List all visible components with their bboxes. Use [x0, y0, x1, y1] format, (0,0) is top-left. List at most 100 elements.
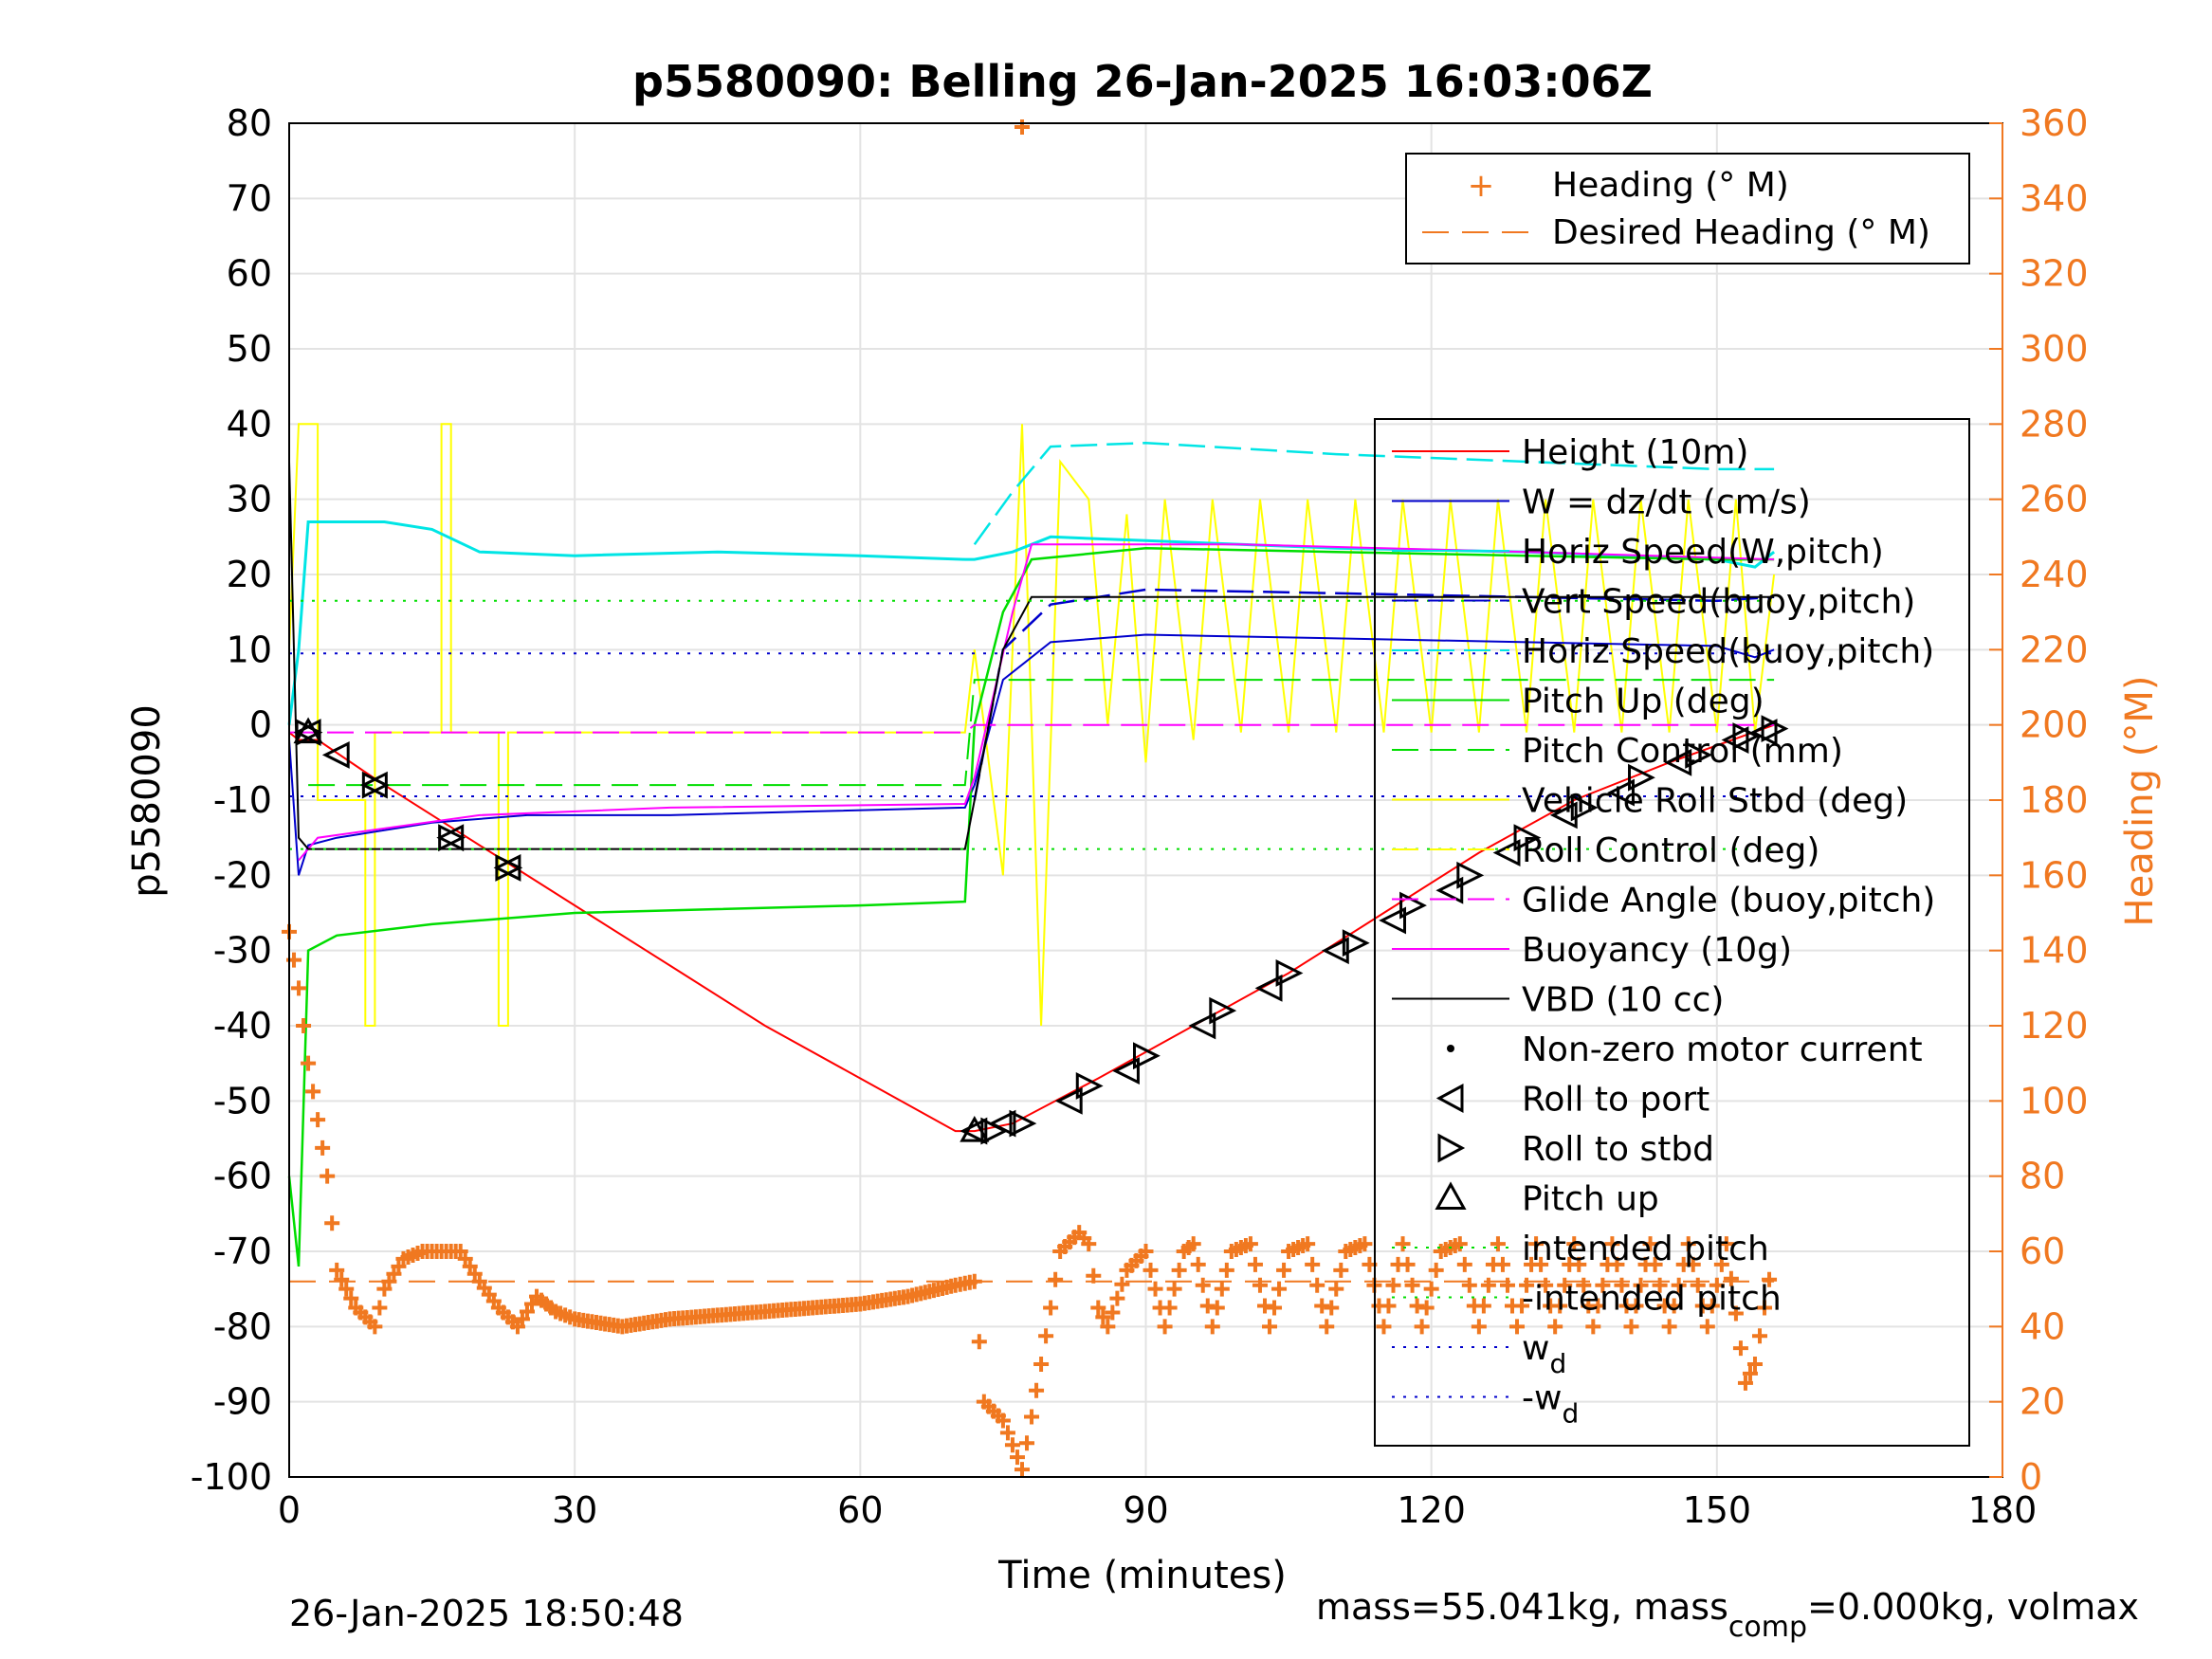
y-right-tick-label: 340 [2020, 177, 2089, 219]
heading-point [372, 1300, 388, 1316]
y-tick-label: -40 [213, 1005, 272, 1047]
heading-point [301, 1055, 317, 1071]
y-tick-label: -70 [213, 1231, 272, 1272]
x-tick-label: 60 [837, 1489, 883, 1531]
x-tick-label: 30 [552, 1489, 597, 1531]
heading-point [320, 1168, 336, 1184]
heading-point [1404, 1277, 1420, 1293]
y-tick-label: 40 [227, 403, 272, 445]
heading-point [1480, 1277, 1496, 1293]
heading-point [1214, 1281, 1230, 1297]
heading-point [1048, 1271, 1064, 1287]
legend-label-subscript: d [1549, 1348, 1566, 1379]
heading-point [1609, 1256, 1625, 1272]
heading-point [1452, 1236, 1468, 1252]
roll-to-stbd-marker [1570, 793, 1599, 822]
heading-point [1209, 1300, 1225, 1316]
chart-title: p5580090: Belling 26-Jan-2025 16:03:06Z [632, 56, 1653, 107]
y-tick-label: -50 [213, 1080, 272, 1121]
heading-point [1086, 1267, 1102, 1284]
roll-to-port-marker [1254, 974, 1283, 1002]
y-tick-label: -80 [213, 1305, 272, 1347]
series-horiz-speed-buoy-pitch-dashed [973, 441, 1775, 546]
series-pitch-up-deg [287, 546, 1775, 1267]
roll-to-stbd-marker [1342, 929, 1370, 957]
heading-point [1242, 1236, 1258, 1252]
series-vert-speed-buoy-pitch [973, 588, 1775, 801]
roll-to-port-marker [1607, 778, 1635, 807]
heading-point [1732, 1340, 1748, 1357]
heading-point [1147, 1281, 1163, 1297]
roll-to-port-marker [321, 740, 350, 769]
y-right-axis-label: Heading (°M) [2118, 676, 2162, 927]
footer-timestamp: 26-Jan-2025 18:50:48 [289, 1593, 684, 1634]
roll-to-stbd-marker [1133, 1042, 1161, 1070]
heading-point [1533, 1256, 1549, 1272]
heading-point [1267, 1300, 1283, 1316]
heading-point [1475, 1298, 1491, 1314]
footer-mass-sub: comp [1728, 1611, 1807, 1644]
heading-point [1218, 1262, 1234, 1278]
series-vehicle-roll [288, 423, 1776, 1027]
y-right-tick-label: 300 [2020, 328, 2089, 370]
heading-point [999, 1425, 1015, 1441]
roll-to-port-marker [960, 1117, 988, 1145]
heading-legend: + Heading (° M) Desired Heading (° M) [1405, 153, 1970, 264]
legend-label: Roll to stbd [1522, 1130, 1714, 1169]
y-tick-label: -30 [213, 930, 272, 972]
heading-point [1271, 1281, 1288, 1297]
heading-point [1309, 1277, 1325, 1293]
heading-point [334, 1271, 350, 1287]
legend-port-marker [1435, 1083, 1464, 1114]
heading-point [1661, 1319, 1677, 1335]
heading-point [1456, 1256, 1472, 1272]
heading-point [1623, 1319, 1639, 1335]
y-right-tick-label: 0 [2020, 1456, 2042, 1498]
legend-label: Buoyancy (10g) [1522, 931, 1792, 970]
heading-point [1095, 1309, 1111, 1325]
heading-point [966, 1273, 982, 1289]
heading-point [1262, 1319, 1278, 1335]
heading-point [1704, 1298, 1720, 1314]
y-right-tick-label: 180 [2020, 779, 2089, 821]
heading-point [1490, 1236, 1506, 1252]
heading-point [1143, 1262, 1159, 1278]
x-tick-label: 120 [1397, 1489, 1466, 1531]
main-legend-box [1374, 418, 1970, 1447]
heading-point [1105, 1304, 1121, 1321]
heading-point [1029, 1382, 1045, 1398]
heading-point [1461, 1277, 1477, 1293]
heading-point [1109, 1290, 1125, 1306]
heading-point [1328, 1281, 1344, 1297]
heading-point [1628, 1298, 1644, 1314]
heading-point [1114, 1276, 1130, 1292]
roll-to-port-marker [1379, 906, 1407, 935]
heading-point [1590, 1298, 1606, 1314]
heading-point [338, 1281, 355, 1297]
roll-to-stbd-marker [1513, 824, 1542, 852]
heading-point [1671, 1277, 1687, 1293]
y-tick-label: 20 [227, 554, 272, 595]
heading-point [367, 1319, 383, 1335]
legend-label: Glide Angle (buoy,pitch) [1522, 882, 1935, 921]
heading-point [1752, 1328, 1768, 1344]
heading-point [1642, 1236, 1658, 1252]
heading-point [1585, 1319, 1601, 1335]
heading-point [1100, 1319, 1116, 1335]
y-tick-label: -10 [213, 779, 272, 821]
roll-to-port-marker [1664, 748, 1692, 776]
heading-point [1138, 1244, 1154, 1259]
legend-label: Horiz Speed(W,pitch) [1522, 533, 1884, 572]
roll-to-stbd-marker [1075, 1072, 1104, 1100]
roll-to-stbd-marker [1732, 722, 1761, 750]
y-right-tick-label: 200 [2020, 704, 2089, 746]
heading-point [1038, 1328, 1054, 1344]
heading-point [1595, 1277, 1611, 1293]
heading-point [1081, 1236, 1097, 1252]
heading-point [971, 1334, 987, 1350]
y-right-tick-label: 100 [2020, 1080, 2089, 1121]
footer-mass: mass=55.041kg, masscomp=0.000kg, volmax [1316, 1586, 2139, 1644]
roll-to-port-marker [1188, 1012, 1216, 1040]
y-tick-label: -90 [213, 1381, 272, 1423]
y-right-tick-label: 120 [2020, 1005, 2089, 1047]
